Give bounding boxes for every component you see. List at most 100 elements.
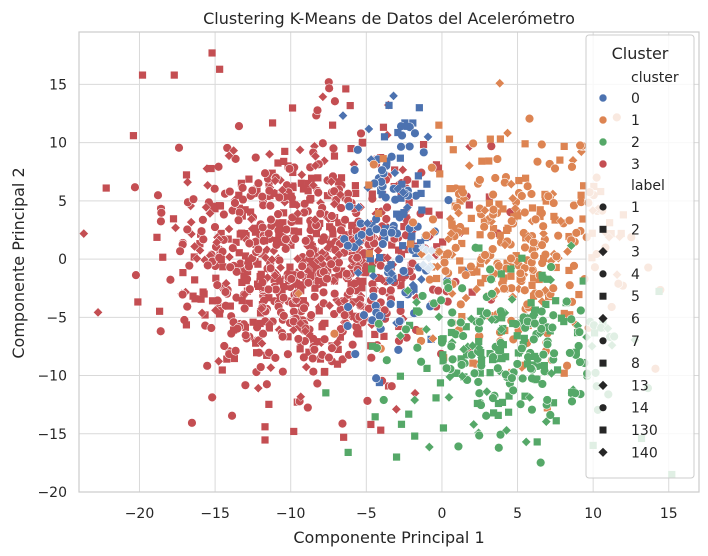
data-point-cluster-1 — [406, 240, 415, 248]
data-point-cluster-2 — [486, 314, 497, 325]
data-point-cluster-3 — [266, 214, 276, 225]
data-point-cluster-3 — [391, 404, 402, 415]
data-point-cluster-3 — [201, 311, 209, 319]
data-point-cluster-3 — [288, 325, 299, 335]
data-point-cluster-0 — [338, 110, 348, 121]
data-point-cluster-2 — [457, 355, 465, 363]
data-point-cluster-3 — [324, 300, 335, 311]
data-point-cluster-3 — [306, 310, 316, 320]
data-point-cluster-3 — [326, 240, 334, 248]
legend-marker-cluster-3 — [598, 159, 608, 169]
data-point-cluster-3 — [465, 201, 473, 209]
data-point-cluster-1 — [579, 215, 587, 223]
data-point-cluster-1 — [489, 224, 498, 233]
data-point-cluster-3 — [272, 236, 281, 245]
data-point-cluster-1 — [488, 189, 498, 200]
data-point-cluster-1 — [571, 228, 582, 238]
data-point-cluster-1 — [503, 259, 511, 267]
data-point-cluster-3 — [317, 91, 328, 102]
data-point-cluster-3 — [303, 402, 313, 413]
data-point-cluster-2 — [536, 324, 547, 334]
data-point-cluster-1 — [518, 361, 526, 369]
data-point-cluster-3 — [334, 249, 345, 260]
data-point-cluster-3 — [229, 326, 238, 334]
data-point-cluster-3 — [187, 418, 197, 428]
data-point-cluster-1 — [514, 212, 522, 220]
data-point-cluster-1 — [451, 243, 461, 253]
data-point-cluster-3 — [377, 426, 385, 434]
data-point-cluster-1 — [537, 240, 547, 250]
data-point-cluster-3 — [237, 179, 245, 187]
data-point-cluster-2 — [508, 385, 518, 396]
data-point-cluster-1 — [466, 261, 476, 272]
data-point-cluster-3 — [238, 278, 246, 287]
data-point-cluster-3 — [314, 174, 322, 182]
data-point-cluster-0 — [443, 195, 454, 205]
data-point-cluster-3 — [338, 220, 346, 228]
y-tick-label: 0 — [58, 252, 67, 268]
data-point-cluster-3 — [287, 192, 295, 200]
data-point-cluster-0 — [368, 222, 376, 230]
data-point-cluster-3 — [329, 288, 340, 299]
data-point-cluster-3 — [354, 325, 362, 334]
data-point-cluster-3 — [382, 202, 392, 213]
data-point-cluster-2 — [568, 388, 576, 397]
data-point-cluster-1 — [538, 221, 548, 231]
data-point-cluster-0 — [378, 190, 386, 198]
data-point-cluster-3 — [189, 241, 200, 252]
data-point-cluster-3 — [253, 178, 264, 188]
data-point-cluster-3 — [435, 211, 443, 219]
data-point-cluster-3 — [225, 262, 235, 272]
data-point-cluster-3 — [196, 240, 204, 248]
data-point-cluster-3 — [211, 237, 222, 248]
data-point-cluster-1 — [449, 146, 457, 154]
data-point-cluster-3 — [256, 309, 265, 317]
data-point-cluster-0 — [423, 131, 433, 142]
data-point-cluster-0 — [394, 128, 402, 137]
data-point-cluster-2 — [475, 244, 483, 252]
data-point-cluster-1 — [425, 274, 435, 285]
data-point-cluster-2 — [409, 395, 420, 405]
data-point-cluster-0 — [350, 349, 360, 359]
data-point-cluster-3 — [251, 228, 260, 236]
legend-marker-label-7 — [599, 337, 607, 345]
data-point-cluster-0 — [343, 240, 353, 251]
data-point-cluster-1 — [461, 270, 471, 280]
y-tick-label: 15 — [49, 77, 67, 93]
data-point-cluster-3 — [179, 269, 187, 277]
data-point-cluster-3 — [215, 310, 224, 318]
legend-marker-label-4 — [599, 270, 607, 278]
data-point-cluster-3 — [252, 339, 260, 347]
data-point-cluster-3 — [356, 278, 364, 286]
data-point-cluster-1 — [564, 215, 575, 226]
data-point-cluster-3 — [359, 138, 367, 146]
data-point-cluster-2 — [379, 395, 389, 405]
data-point-cluster-2 — [451, 369, 459, 377]
data-point-cluster-2 — [437, 336, 446, 344]
data-point-cluster-1 — [530, 214, 541, 225]
data-point-cluster-2 — [521, 436, 532, 447]
data-point-cluster-3 — [218, 366, 226, 374]
legend-label-label-7: 7 — [631, 334, 640, 350]
data-point-cluster-2 — [507, 265, 515, 273]
data-point-cluster-3 — [170, 71, 178, 79]
data-point-cluster-0 — [414, 172, 422, 180]
data-point-cluster-3 — [329, 199, 340, 210]
data-point-cluster-3 — [425, 207, 433, 215]
data-point-cluster-2 — [495, 429, 506, 440]
data-point-cluster-3 — [334, 345, 342, 354]
data-point-cluster-1 — [427, 162, 437, 173]
data-point-cluster-1 — [365, 181, 373, 189]
data-point-cluster-3 — [265, 294, 273, 302]
data-point-cluster-2 — [468, 419, 479, 430]
data-point-cluster-1 — [486, 135, 494, 143]
data-point-cluster-1 — [461, 292, 472, 303]
data-point-cluster-0 — [353, 267, 364, 278]
data-point-cluster-1 — [526, 189, 537, 199]
data-point-cluster-3 — [203, 260, 213, 271]
data-point-cluster-3 — [212, 274, 220, 282]
data-point-cluster-3 — [211, 205, 219, 213]
data-point-cluster-3 — [274, 255, 285, 266]
data-point-cluster-3 — [264, 149, 275, 160]
data-point-cluster-1 — [445, 135, 454, 143]
